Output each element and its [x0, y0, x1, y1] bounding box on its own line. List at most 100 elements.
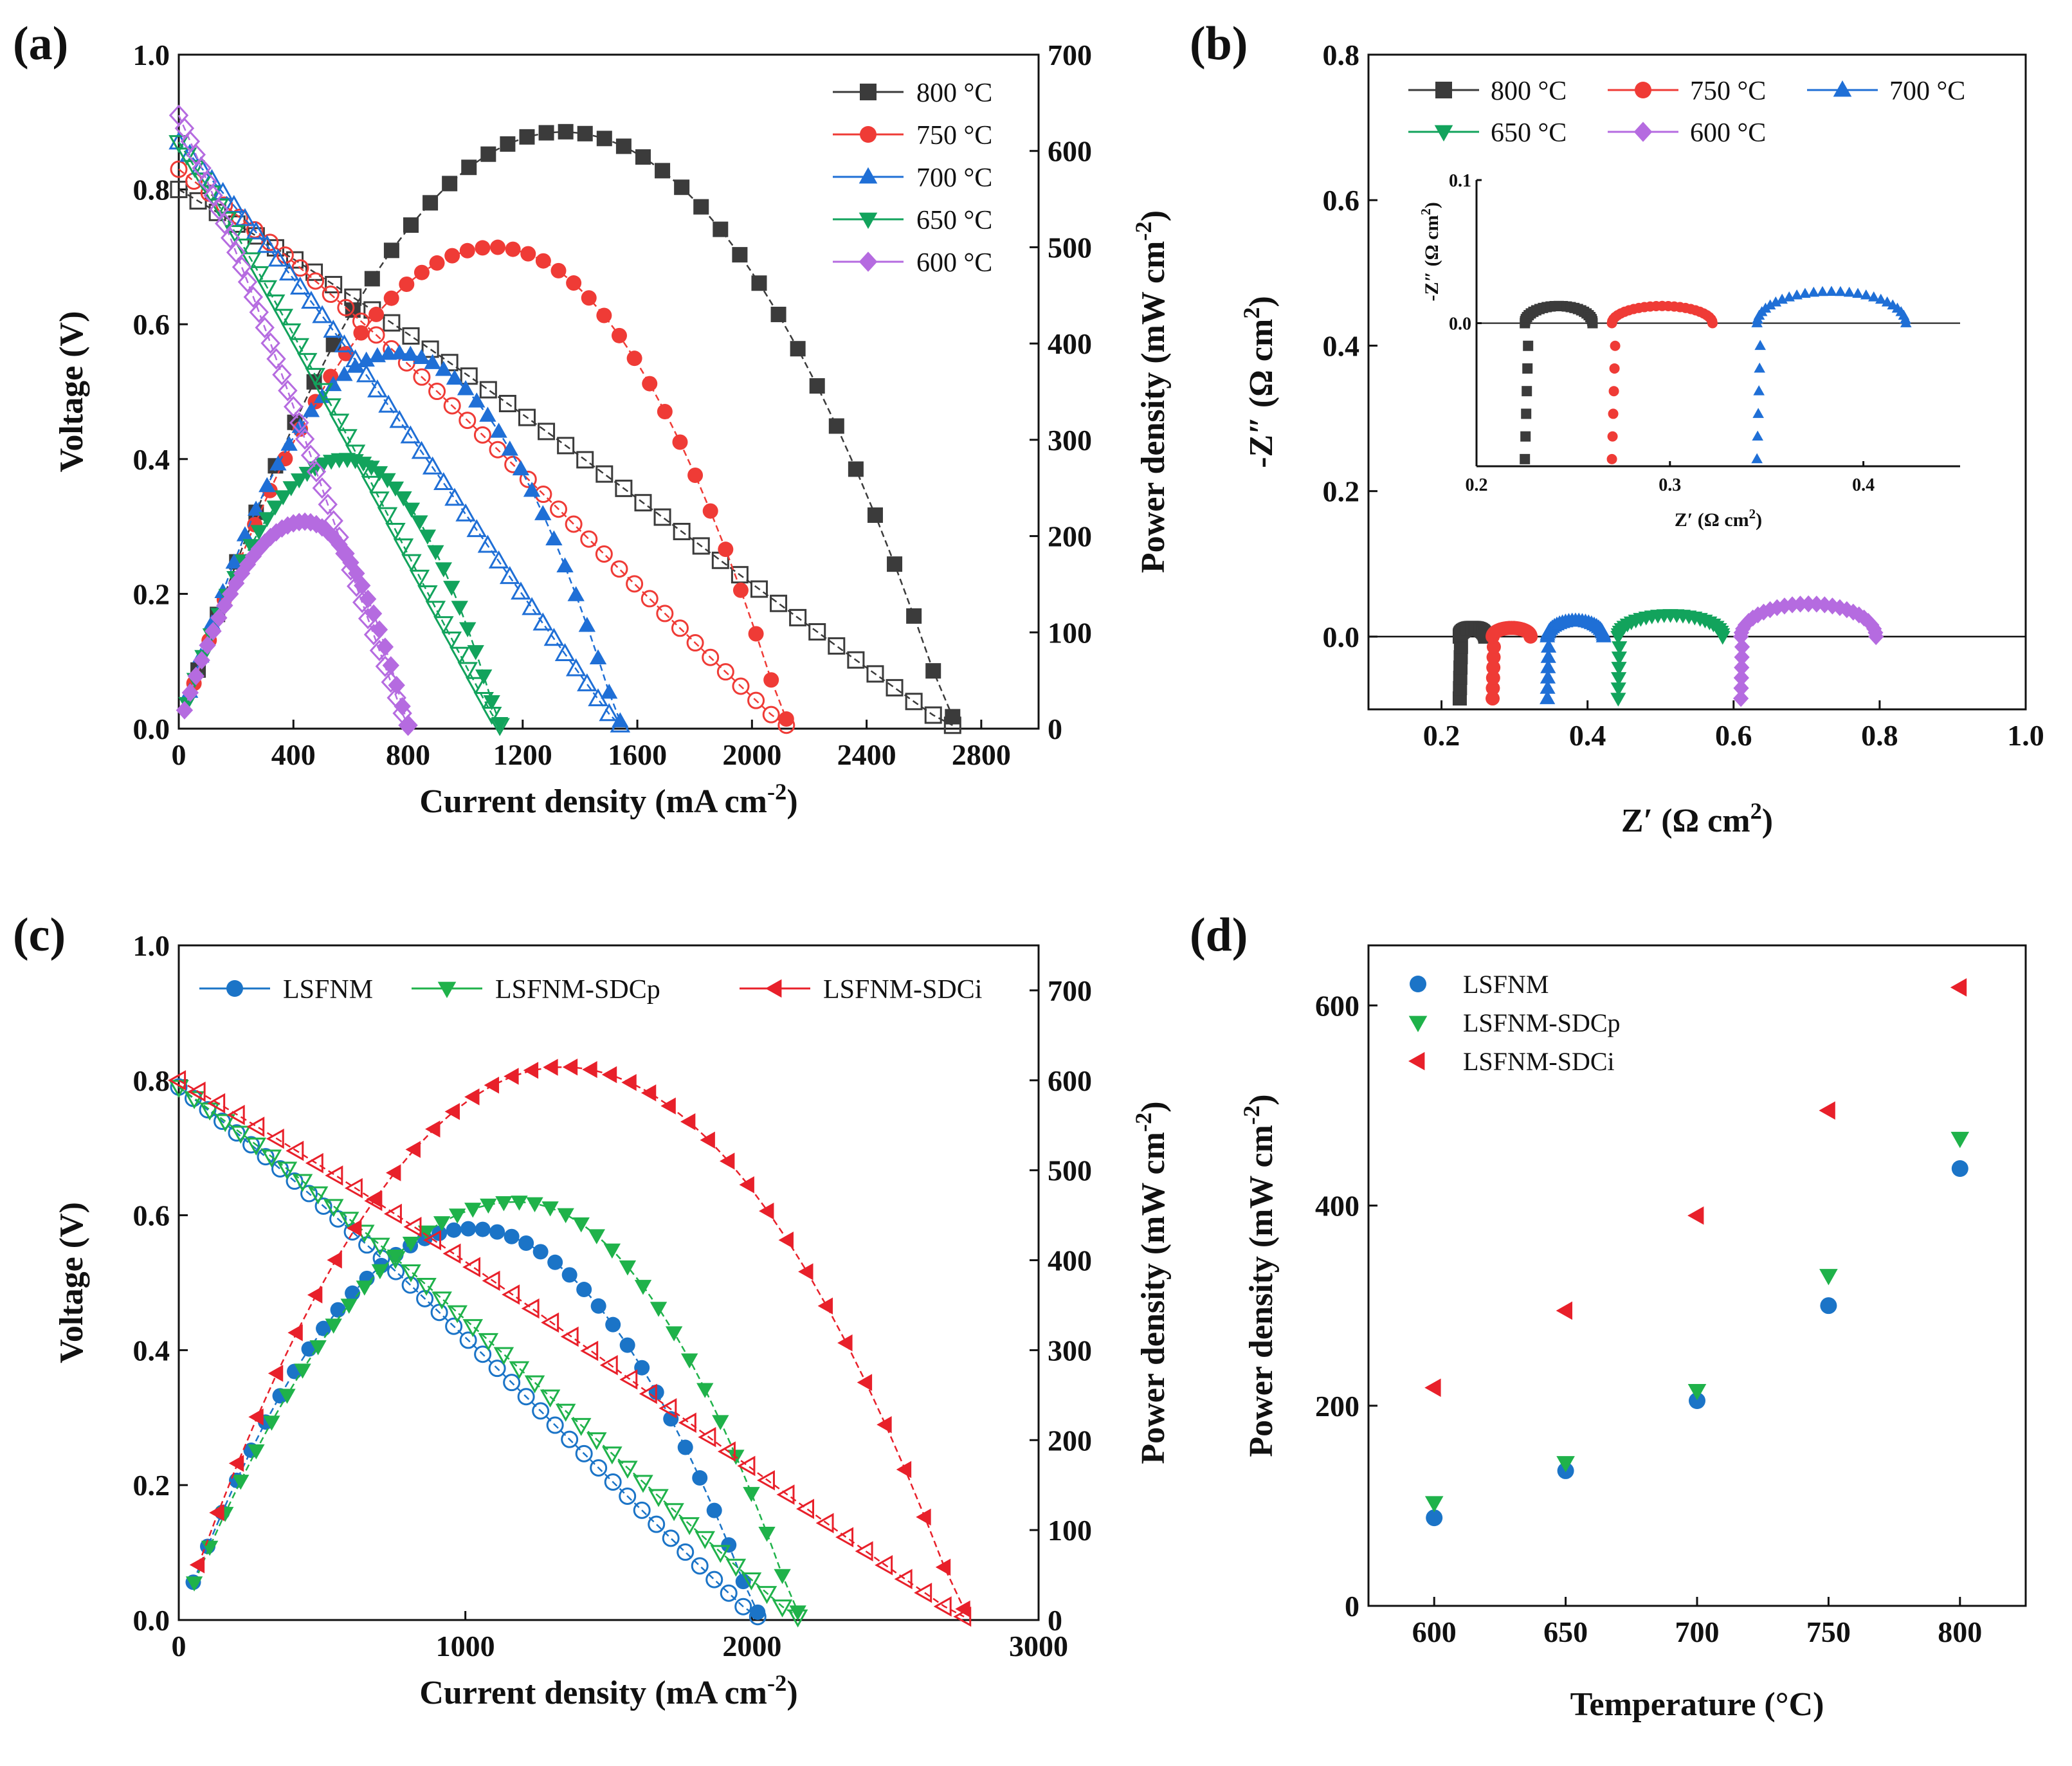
voltage-point: [361, 475, 382, 494]
voltage-point: [323, 320, 343, 338]
power-point: [388, 676, 405, 695]
voltage-point: [209, 199, 229, 221]
power-point: [750, 1604, 766, 1620]
power-point: [665, 1326, 683, 1342]
voltage-point: [659, 1397, 677, 1419]
power-point: [435, 361, 452, 376]
panel-c-y-tick-label: 0.2: [133, 1469, 170, 1502]
voltage-point: [184, 1091, 204, 1109]
voltage-point: [815, 1513, 834, 1534]
legend-label: 650 °C: [1491, 118, 1567, 148]
power-point: [581, 290, 597, 306]
impedance-point: [1606, 453, 1617, 464]
panel-c-x-tick-label: 1000: [436, 1630, 495, 1662]
panel-a-x-tick-label: 800: [386, 738, 430, 771]
power-point: [500, 136, 516, 152]
power-point: [399, 276, 415, 292]
power-point: [588, 1229, 605, 1244]
impedance-point: [1784, 596, 1801, 614]
power-point: [693, 199, 709, 215]
power-point: [512, 460, 530, 476]
power-point: [181, 683, 199, 702]
voltage-point: [671, 619, 689, 637]
power-point: [480, 1198, 497, 1214]
voltage-point: [538, 423, 556, 441]
power-point: [185, 1576, 203, 1592]
power-point: [877, 1416, 892, 1434]
power-point: [479, 406, 496, 422]
power-point: [278, 1388, 296, 1404]
panel-d-y-tick-label: 0: [1345, 1590, 1359, 1623]
impedance-point: [1610, 682, 1626, 696]
inset-y-axis-label: -Z″ (Ω cm2): [1418, 202, 1442, 301]
voltage-point: [459, 1331, 477, 1349]
impedance-point: [1852, 287, 1864, 298]
voltage-point: [855, 1541, 873, 1561]
power-point: [611, 327, 627, 343]
power-point: [475, 669, 493, 685]
panel-a-y-tick-label: 1.0: [133, 39, 170, 71]
power-point: [526, 1197, 543, 1213]
power-point: [566, 275, 582, 291]
impedance-point: [1523, 629, 1538, 644]
voltage-point: [401, 1264, 421, 1282]
voltage-point: [237, 271, 258, 293]
power-point: [702, 503, 718, 519]
power-point: [635, 149, 651, 165]
impedance-point: [1835, 286, 1846, 296]
voltage-point: [662, 1529, 680, 1547]
data-point: [1424, 1378, 1441, 1397]
power-point: [511, 1196, 528, 1211]
power-point: [558, 123, 574, 140]
power-point: [368, 306, 385, 322]
impedance-point: [1770, 296, 1782, 307]
voltage-point: [521, 1298, 540, 1319]
power-point: [263, 1416, 280, 1431]
power-point: [719, 1152, 735, 1170]
power-point: [504, 1068, 519, 1085]
legend-label: LSFNM-SDCp: [1463, 1008, 1621, 1037]
power-point: [556, 557, 574, 572]
voltage-point: [560, 1326, 579, 1347]
power-point: [370, 620, 388, 639]
power-point: [751, 275, 767, 291]
power-point: [578, 617, 596, 632]
power-point: [619, 1337, 635, 1353]
data-point: [1687, 1384, 1707, 1401]
power-point: [433, 1216, 451, 1232]
power-point: [759, 1202, 774, 1220]
power-point: [443, 581, 460, 596]
voltage-point: [224, 225, 246, 243]
power-point: [809, 378, 825, 394]
power-point: [758, 1526, 776, 1542]
power-point: [424, 354, 441, 369]
voltage-point: [705, 1570, 723, 1588]
power-line: [183, 520, 409, 725]
power-point: [848, 461, 864, 477]
power-point: [459, 242, 475, 259]
power-line: [197, 1066, 965, 1610]
panel-d-x-tick-label: 800: [1938, 1616, 1982, 1648]
voltage-point: [337, 429, 358, 448]
power-point: [706, 1502, 722, 1518]
impedance-point: [1611, 662, 1627, 676]
power-point: [596, 131, 612, 147]
impedance-point: [1764, 299, 1776, 310]
power-point: [475, 240, 491, 256]
y2-axis-label: Power density (mW cm-2): [1131, 1101, 1172, 1464]
impedance-point: [1754, 340, 1766, 350]
voltage-point: [428, 383, 446, 401]
voltage-point: [168, 1070, 186, 1091]
impedance-point: [1541, 639, 1557, 653]
impedance-point: [1824, 597, 1840, 615]
arc-750c: [1606, 300, 1718, 464]
power-point: [538, 125, 554, 141]
power-point: [721, 1537, 737, 1553]
power-point: [282, 481, 300, 496]
impedance-point: [1776, 597, 1793, 615]
power-point: [692, 1470, 708, 1486]
voltage-point: [543, 628, 565, 646]
voltage-point: [443, 397, 461, 415]
power-point: [204, 621, 222, 641]
power-point: [365, 604, 383, 623]
